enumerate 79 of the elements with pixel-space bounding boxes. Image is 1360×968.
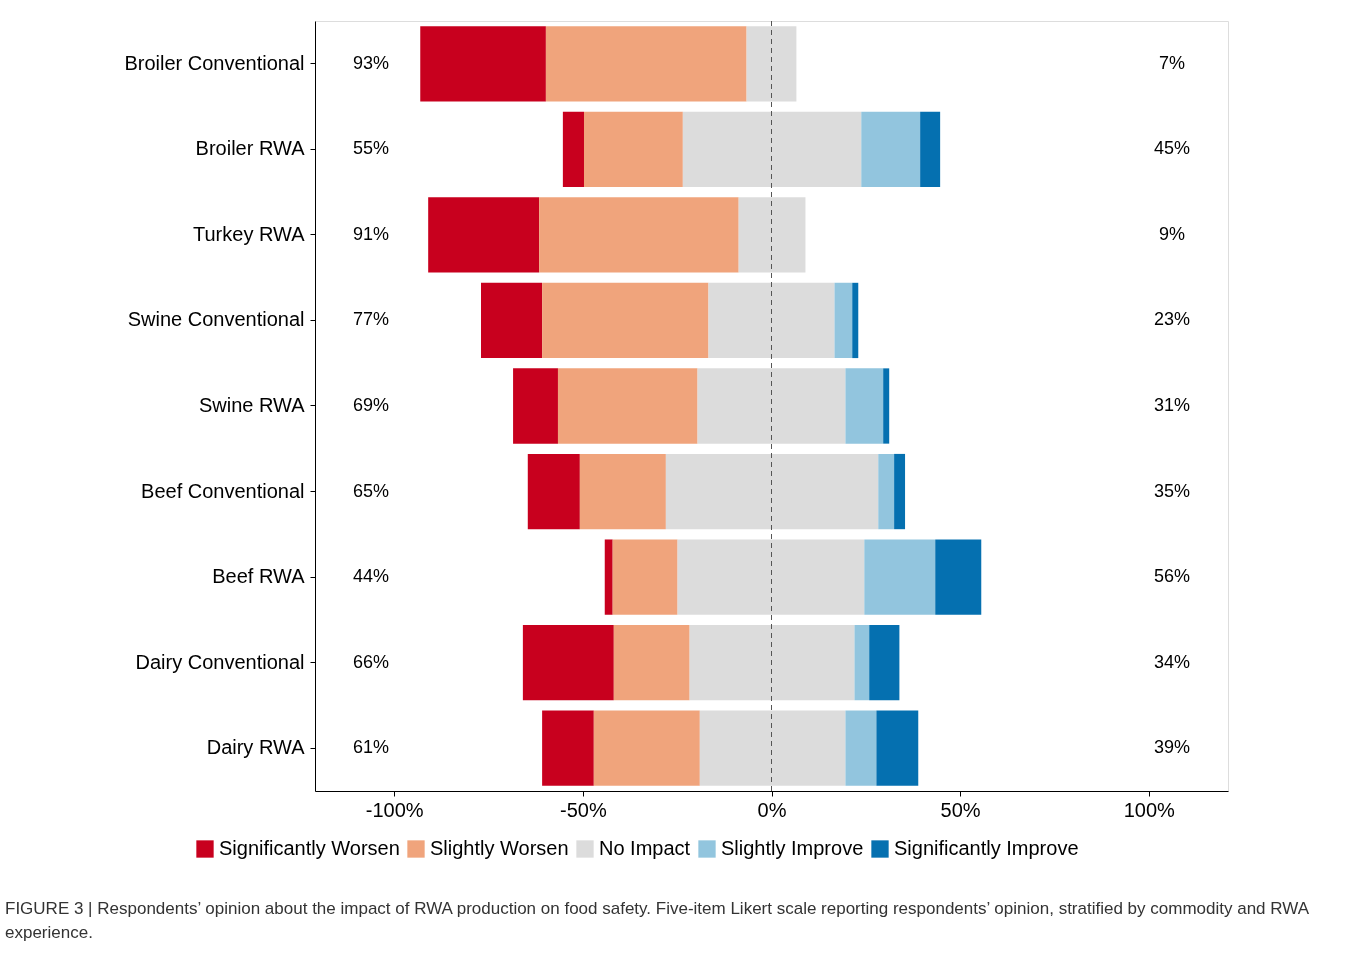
bar (604, 539, 613, 615)
bar (557, 368, 698, 444)
bar (593, 710, 700, 786)
bar (935, 539, 982, 615)
y-tick-label: Dairy RWA (206, 736, 306, 759)
y-tick-label: Beef RWA (212, 565, 306, 588)
annotation: 34% (1153, 651, 1191, 672)
x-tick-label: 0% (757, 798, 787, 821)
annotation: 31% (1153, 395, 1191, 415)
bar (677, 539, 865, 615)
bar (665, 453, 879, 530)
bar (579, 453, 666, 530)
legend-label: Slightly Improve (721, 837, 864, 859)
bar (852, 282, 859, 359)
legend-label: No Impact (599, 837, 691, 859)
bar (420, 26, 546, 102)
annotation: 56% (1153, 566, 1191, 587)
bar (869, 625, 900, 701)
y-tick-label: Broiler Conventional (124, 51, 305, 74)
bar (845, 368, 884, 444)
bar (864, 539, 936, 615)
bar (883, 368, 890, 444)
bar (527, 453, 580, 530)
annotation: 45% (1153, 138, 1191, 159)
x-tick-label: 50% (940, 798, 981, 821)
bar (699, 710, 846, 786)
annotation: 66% (352, 651, 390, 672)
annotation: 93% (352, 52, 390, 73)
bar (542, 710, 594, 786)
bar (428, 197, 540, 273)
bar (689, 625, 855, 701)
bar (834, 282, 853, 359)
bar (854, 625, 870, 701)
bar (746, 26, 797, 102)
caption: FIGURE 3 | Respondents’ opinion about the impact of RWA production on food safety. Five-item Likert scale reporting respondents’ opinion, stratified by commodity and RWA experience. (5, 899, 1310, 942)
x-tick-label: 100% (1123, 798, 1176, 821)
y-tick-label: Dairy Conventional (135, 650, 305, 673)
annotation: 7% (1158, 52, 1186, 73)
annotation: 39% (1153, 737, 1191, 758)
bar (612, 539, 678, 615)
annotation: 44% (352, 566, 390, 587)
bar (738, 197, 806, 273)
bar (522, 625, 614, 701)
bar (584, 111, 683, 187)
bar (894, 453, 906, 530)
bar (845, 710, 877, 786)
y-tick-label: Swine RWA (198, 394, 306, 416)
annotation: 23% (1153, 309, 1191, 330)
bar (539, 197, 739, 273)
y-tick-label: Broiler RWA (195, 137, 306, 160)
y-tick-label: Swine Conventional (127, 308, 305, 331)
x-tick-label: -50% (560, 798, 607, 821)
annotation: 55% (352, 138, 390, 159)
annotation: 77% (352, 309, 390, 330)
annotation: 61% (352, 737, 390, 758)
annotation: 69% (352, 395, 390, 415)
x-tick-label: -100% (365, 798, 424, 821)
legend-label: Significantly Improve (894, 837, 1079, 859)
bar (697, 368, 846, 444)
annotation: 65% (352, 480, 390, 501)
bar (708, 282, 835, 359)
bar (542, 282, 709, 359)
y-tick-label: Turkey RWA (193, 222, 306, 245)
annotation: 91% (352, 223, 390, 244)
bar (613, 625, 690, 701)
bar (513, 368, 558, 444)
bar (481, 282, 543, 359)
bar (682, 111, 862, 187)
bar (861, 111, 921, 187)
legend-label: Significantly Worsen (219, 837, 400, 859)
bar (562, 111, 584, 187)
bar (876, 710, 919, 786)
legend-label: Slightly Worsen (430, 837, 569, 859)
bar (878, 453, 895, 530)
annotation: 9% (1158, 223, 1186, 244)
bar (920, 111, 941, 187)
bar (545, 26, 747, 102)
y-tick-label: Beef Conventional (141, 479, 305, 502)
annotation: 35% (1153, 480, 1191, 501)
